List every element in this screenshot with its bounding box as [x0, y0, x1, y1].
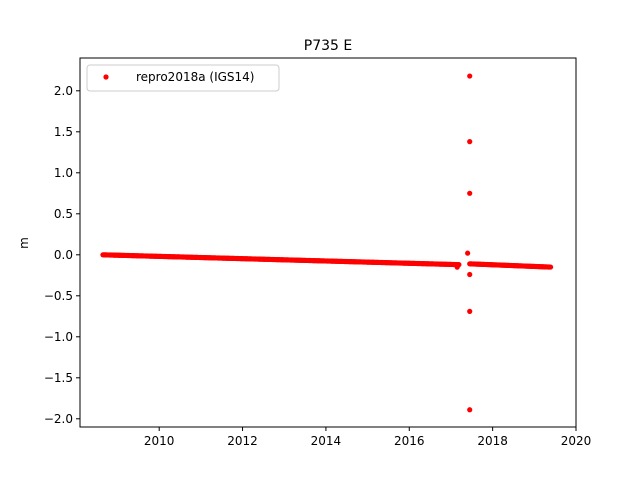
- x-tick-label: 2014: [311, 434, 342, 448]
- data-point-outlier: [467, 73, 473, 79]
- data-point-outlier: [454, 264, 460, 270]
- x-tick-label: 2018: [477, 434, 508, 448]
- x-tick-label: 2020: [561, 434, 592, 448]
- y-tick-label: 0.5: [54, 207, 73, 221]
- y-tick-label: 0.0: [54, 248, 73, 262]
- y-tick-label: 1.5: [54, 125, 73, 139]
- x-tick-label: 2012: [227, 434, 258, 448]
- data-point-outlier: [467, 271, 473, 278]
- chart-title: P735 E: [304, 38, 352, 54]
- y-axis-ticks: −2.0 −1.5 −1.0 −0.5 0.0 0.5 1.0 1.5 2.0: [44, 84, 80, 426]
- y-tick-label: −2.0: [44, 412, 73, 426]
- y-axis-label: m: [17, 237, 31, 249]
- legend-entry: repro2018a (IGS14): [136, 70, 254, 84]
- data-point-outlier: [467, 190, 473, 196]
- legend-marker: [103, 74, 109, 80]
- y-tick-label: 2.0: [54, 84, 73, 98]
- data-point-outlier: [467, 308, 473, 314]
- y-tick-label: −0.5: [44, 289, 73, 303]
- legend-box: [86, 64, 280, 92]
- plot-frame: [79, 57, 577, 428]
- legend: repro2018a (IGS14): [86, 64, 280, 92]
- y-tick-label: 1.0: [54, 166, 73, 180]
- x-tick-label: 2016: [394, 434, 425, 448]
- data-point-outlier: [465, 250, 471, 256]
- series-points: [100, 73, 554, 413]
- y-tick-label: −1.5: [44, 371, 73, 385]
- data-point-outlier: [467, 407, 473, 413]
- y-tick-label: −1.0: [44, 330, 73, 344]
- x-tick-label: 2010: [144, 434, 175, 448]
- data-point-outlier: [467, 139, 473, 145]
- data-point: [547, 264, 554, 270]
- x-axis-ticks: 2010 2012 2014 2016 2018 2020: [144, 427, 591, 448]
